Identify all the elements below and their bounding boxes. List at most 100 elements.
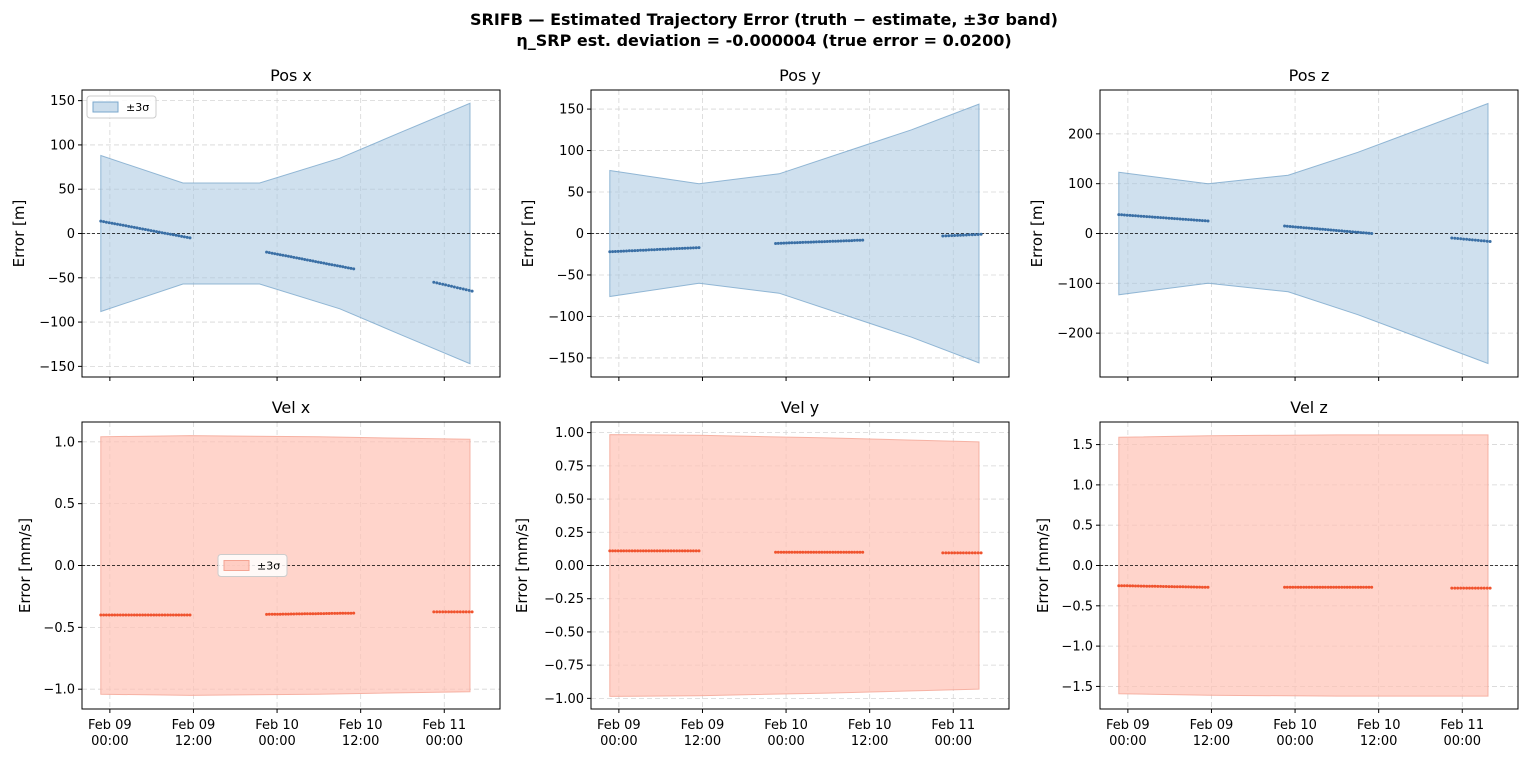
error-point bbox=[152, 229, 156, 233]
error-point bbox=[1181, 217, 1185, 221]
error-point bbox=[1139, 214, 1143, 218]
error-point bbox=[697, 549, 701, 553]
x-tick-label-time: 12:00 bbox=[175, 734, 212, 749]
error-point bbox=[1348, 230, 1352, 234]
error-point bbox=[842, 239, 846, 243]
error-point bbox=[110, 221, 114, 225]
error-point bbox=[774, 242, 778, 245]
sigma-band bbox=[609, 434, 980, 697]
error-point bbox=[1318, 227, 1322, 231]
error-point bbox=[174, 613, 178, 617]
error-point bbox=[1296, 585, 1300, 589]
error-point bbox=[1288, 225, 1292, 228]
error-point bbox=[672, 549, 676, 553]
error-point bbox=[967, 233, 971, 237]
error-point bbox=[182, 235, 186, 239]
x-tick-label-date: Feb 11 bbox=[422, 718, 466, 733]
error-point bbox=[1345, 585, 1349, 589]
error-point bbox=[619, 549, 623, 553]
error-point bbox=[858, 550, 862, 554]
error-point bbox=[130, 613, 133, 617]
error-point bbox=[1299, 585, 1303, 589]
error-point bbox=[944, 551, 948, 555]
y-tick-label: 0.5 bbox=[1072, 519, 1093, 534]
error-point bbox=[806, 240, 810, 244]
sigma-band bbox=[100, 102, 471, 365]
error-point bbox=[143, 613, 147, 617]
error-point bbox=[1351, 230, 1355, 234]
error-point bbox=[141, 613, 145, 617]
sigma-band bbox=[1118, 434, 1489, 697]
error-point bbox=[847, 239, 851, 243]
error-point bbox=[461, 610, 465, 614]
error-point bbox=[281, 612, 285, 616]
error-point bbox=[135, 226, 139, 230]
error-point bbox=[1122, 213, 1126, 217]
error-point bbox=[1482, 586, 1486, 590]
x-tick-label-date: Feb 09 bbox=[1190, 718, 1234, 733]
error-point bbox=[265, 612, 269, 616]
error-point bbox=[441, 610, 445, 614]
error-point bbox=[1332, 228, 1336, 232]
error-point bbox=[267, 251, 271, 255]
error-point bbox=[1184, 217, 1188, 221]
error-point bbox=[1304, 585, 1308, 589]
error-point bbox=[779, 241, 783, 245]
error-point bbox=[809, 240, 813, 244]
error-point bbox=[812, 240, 816, 244]
error-point bbox=[1345, 229, 1349, 233]
error-point bbox=[953, 551, 957, 555]
error-point bbox=[823, 550, 827, 554]
error-point bbox=[836, 239, 840, 243]
error-point bbox=[1326, 585, 1330, 589]
x-tick-label-date: Feb 11 bbox=[1440, 718, 1484, 733]
x-tick-label-time: 12:00 bbox=[851, 734, 888, 749]
error-point bbox=[1198, 218, 1202, 222]
error-point bbox=[795, 550, 799, 554]
error-point bbox=[956, 233, 960, 237]
y-axis-label: Error [m] bbox=[10, 200, 28, 268]
error-point bbox=[102, 613, 106, 617]
error-point bbox=[801, 550, 805, 554]
y-tick-label: 1.0 bbox=[54, 435, 75, 450]
error-point bbox=[163, 613, 167, 617]
error-point bbox=[1337, 585, 1341, 589]
error-point bbox=[1462, 586, 1466, 590]
error-point bbox=[1476, 238, 1480, 242]
x-tick-label-time: 00:00 bbox=[258, 734, 295, 749]
error-point bbox=[694, 549, 698, 553]
error-point bbox=[858, 238, 862, 242]
error-point bbox=[1173, 585, 1176, 589]
x-tick-label-date: Feb 10 bbox=[255, 718, 299, 733]
error-point bbox=[782, 241, 786, 245]
error-point bbox=[861, 238, 865, 242]
error-point bbox=[1453, 236, 1457, 240]
error-point bbox=[825, 240, 829, 243]
error-point bbox=[666, 247, 670, 251]
error-point bbox=[650, 549, 654, 553]
error-point bbox=[950, 551, 954, 555]
error-point bbox=[169, 232, 172, 236]
error-point bbox=[344, 265, 347, 269]
error-point bbox=[1459, 237, 1463, 241]
error-point bbox=[308, 259, 312, 262]
error-point bbox=[118, 613, 122, 617]
error-point bbox=[121, 613, 125, 617]
error-point bbox=[691, 246, 695, 250]
error-point bbox=[1285, 224, 1289, 228]
error-point bbox=[143, 228, 147, 231]
error-point bbox=[652, 549, 656, 553]
error-point bbox=[1200, 219, 1204, 223]
error-point bbox=[625, 249, 628, 253]
error-point bbox=[1184, 585, 1188, 589]
error-point bbox=[1326, 228, 1330, 232]
error-point bbox=[959, 233, 962, 237]
error-point bbox=[174, 233, 178, 237]
error-point bbox=[278, 612, 282, 616]
error-point bbox=[270, 251, 274, 255]
error-point bbox=[1145, 215, 1149, 219]
error-point bbox=[947, 234, 951, 238]
y-tick-label: 0.0 bbox=[54, 559, 75, 574]
y-tick-label: 0.0 bbox=[1072, 559, 1093, 574]
error-point bbox=[795, 241, 799, 245]
